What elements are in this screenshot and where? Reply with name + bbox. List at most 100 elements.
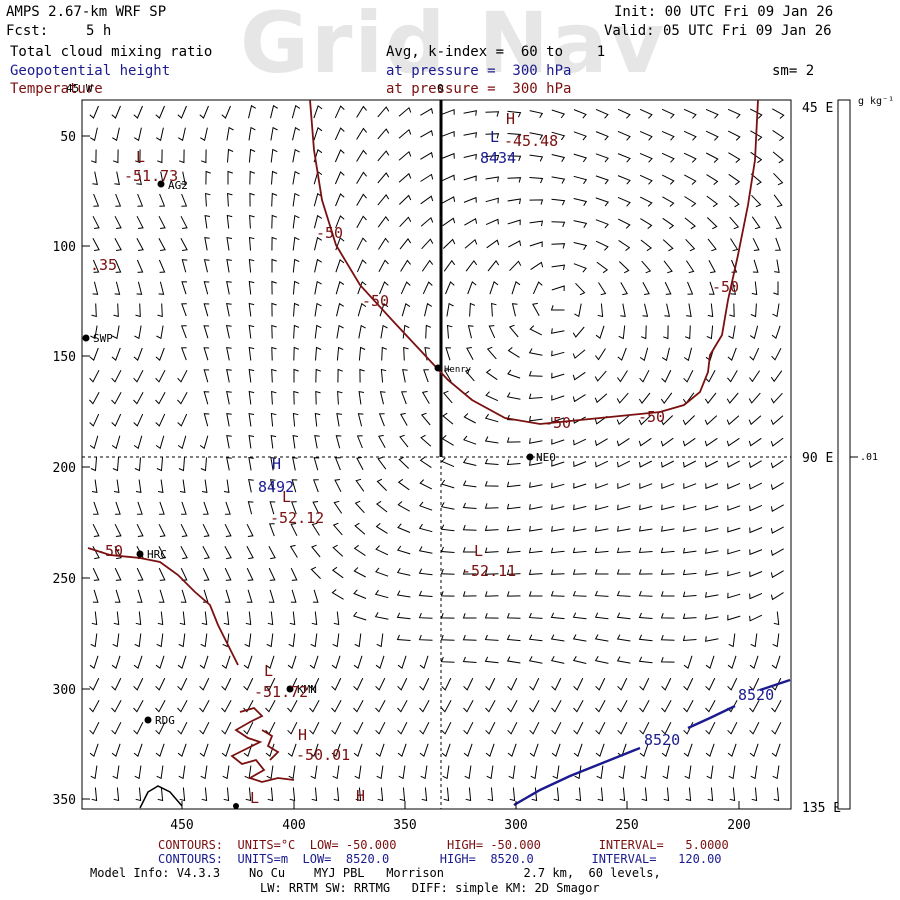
map-frame <box>81 99 792 810</box>
wind-barb <box>355 478 365 492</box>
wind-barb <box>179 611 186 626</box>
wind-barb <box>683 460 697 468</box>
wind-barb <box>440 524 455 532</box>
station-edge-dot <box>233 803 239 809</box>
wind-barb <box>749 370 761 383</box>
wind-barb <box>158 567 166 581</box>
wind-barb <box>770 526 784 534</box>
x-tick-label: 350 <box>393 818 416 833</box>
wind-barb <box>353 655 363 670</box>
wind-barb <box>419 700 430 713</box>
wind-barb <box>419 677 430 691</box>
wind-barb <box>484 458 499 465</box>
wind-barb <box>375 721 386 735</box>
wind-barb <box>226 214 233 229</box>
wind-barb <box>683 700 694 713</box>
wind-barb <box>705 483 719 490</box>
wind-barb <box>484 634 499 641</box>
wind-barb <box>420 434 432 447</box>
wind-barb <box>331 655 341 670</box>
wind-barb <box>178 765 186 780</box>
wind-barb <box>661 130 675 141</box>
wind-barb <box>774 216 782 229</box>
y-tick-label: 150 <box>53 350 76 365</box>
wind-barb <box>662 239 674 252</box>
wind-barb <box>729 216 740 230</box>
wind-barb <box>660 437 674 447</box>
field-temperature: Temperature <box>10 81 103 97</box>
wind-barb <box>203 347 210 361</box>
wind-barb <box>204 237 210 251</box>
extremum-h-type: H <box>506 110 515 128</box>
height-extremum-value: 8434 <box>480 149 516 167</box>
wind-barb <box>726 415 740 426</box>
wind-barb <box>248 104 256 119</box>
wind-barb <box>292 457 298 471</box>
wind-barb <box>159 501 165 515</box>
wind-barb <box>638 569 653 575</box>
wind-barb <box>572 634 587 642</box>
wind-barb <box>683 504 697 511</box>
wind-barb <box>683 483 697 490</box>
wind-barb <box>618 765 626 780</box>
wind-barb <box>617 196 631 207</box>
wind-barb <box>419 743 429 758</box>
wind-barb <box>358 390 365 405</box>
wind-barb <box>399 434 409 448</box>
wind-barb <box>248 324 255 339</box>
wind-barb <box>418 590 433 597</box>
wind-barb <box>638 634 653 642</box>
wind-barb <box>595 197 610 207</box>
wind-barb <box>617 504 631 511</box>
wind-barb <box>291 104 301 119</box>
wind-barb <box>93 193 100 207</box>
wind-barb <box>706 217 718 230</box>
wind-barb <box>462 547 477 553</box>
wind-barb <box>530 261 544 271</box>
station-ag2-label: AG2 <box>168 179 188 192</box>
wind-barb <box>485 368 498 381</box>
wind-barb <box>227 148 234 163</box>
wind-barb <box>379 302 389 317</box>
wind-barb <box>309 721 320 735</box>
wind-barb <box>551 350 565 357</box>
wind-barb <box>770 459 784 469</box>
wind-barb <box>199 435 209 450</box>
wind-barb <box>224 523 232 537</box>
wind-barb <box>292 170 300 185</box>
wind-barb <box>551 221 566 228</box>
wind-barb <box>551 264 566 271</box>
extremum-l-value: -45.48 <box>504 132 558 150</box>
wind-barb <box>199 721 210 735</box>
wind-barb <box>287 743 297 758</box>
wind-barb <box>200 633 208 648</box>
wind-barb <box>155 392 166 405</box>
wind-barb <box>551 243 566 249</box>
wind-barb <box>442 217 456 227</box>
wind-barb <box>660 415 674 426</box>
wind-barb <box>749 549 763 556</box>
wind-barb <box>663 325 669 340</box>
wind-barb <box>727 130 741 141</box>
wind-barb <box>573 700 584 713</box>
wind-barb <box>249 192 255 207</box>
wind-barb <box>292 126 300 141</box>
wind-barb <box>728 173 741 186</box>
wind-barb <box>574 303 582 318</box>
wind-barb <box>89 721 100 735</box>
wind-barb <box>158 215 166 229</box>
wind-barb <box>551 372 565 379</box>
scale-unit: g kg⁻¹ <box>858 96 894 107</box>
wind-barb <box>705 700 716 713</box>
wind-barb <box>749 592 763 600</box>
wind-barb <box>686 303 692 318</box>
wind-barb <box>572 394 586 403</box>
station-neo-dot <box>526 453 534 461</box>
wind-barb <box>226 347 232 361</box>
wind-barb <box>752 237 760 251</box>
wind-barb <box>159 193 166 207</box>
wind-barb <box>375 655 385 670</box>
scale-value: .01 <box>860 452 878 463</box>
wind-barb <box>506 525 521 532</box>
wind-barb <box>727 592 741 599</box>
